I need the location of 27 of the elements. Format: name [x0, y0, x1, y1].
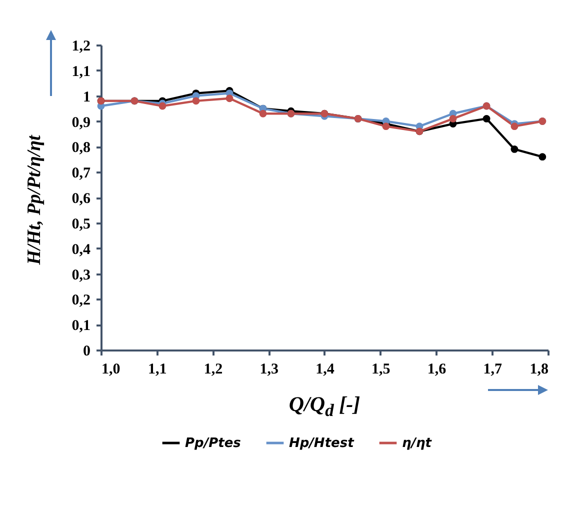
y-tick-label: 0,8 — [72, 140, 90, 156]
y-tick-label: 0,3 — [72, 267, 90, 284]
y-tick-label: 0,2 — [72, 292, 90, 309]
x-tick-label: 1,6 — [427, 362, 447, 378]
x-tick-label: 1,7 — [483, 362, 502, 378]
legend-label: η/ηt — [402, 436, 432, 451]
x-tick-label: 1,4 — [316, 362, 335, 378]
x-tick-label: 1,3 — [260, 362, 278, 378]
y-tick-label: 0 — [83, 344, 90, 360]
y-tick-label: 1,1 — [72, 64, 90, 80]
y-tick-label: 0,7 — [72, 166, 91, 182]
y-tick-label: 0,4 — [72, 242, 91, 258]
x-tick-label: 1,2 — [204, 362, 223, 378]
x-tick-label: 1,1 — [148, 362, 167, 378]
y-axis-title: H/Ht, Pp/Pt/η/ηt — [24, 135, 46, 265]
y-tick-label: 1,2 — [72, 38, 90, 54]
legend-label: Pp/Ptes — [185, 436, 242, 451]
legend-label: Hp/Htest — [289, 436, 355, 451]
y-tick-label: 0,6 — [72, 191, 91, 207]
x-tick-label: 1,0 — [102, 362, 120, 378]
x-axis-title: Q/Q$_{d}$ [-] — [288, 392, 362, 422]
y-tick-label: 0,9 — [72, 114, 90, 131]
y-tick-label: 0,1 — [72, 318, 90, 334]
x-tick-label: 1,8 — [530, 362, 548, 378]
x-tick-label: 1,5 — [372, 362, 390, 378]
y-tick-label: 1 — [83, 89, 90, 106]
y-tick-label: 0,5 — [72, 216, 90, 232]
